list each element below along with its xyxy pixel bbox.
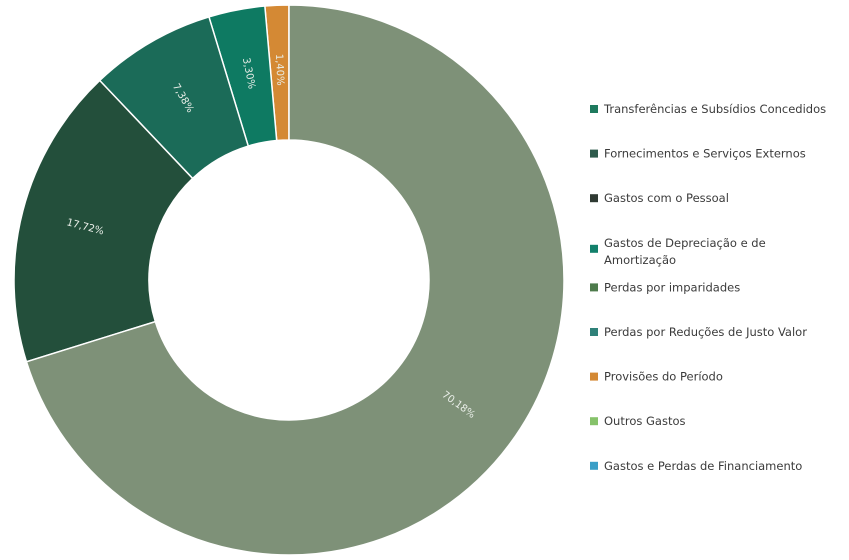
legend-label: Gastos com o Pessoal	[604, 191, 729, 205]
slice-gastos-com-o-pessoal	[25, 4, 565, 556]
legend-item-outros-gastos: Outros Gastos	[590, 414, 686, 428]
legend-swatch	[590, 244, 598, 253]
legend-label: Transferências e Subsídios Concedidos	[603, 102, 826, 116]
legend-item-transferencias-e-subsidios-concedidos: Transferências e Subsídios Concedidos	[590, 102, 826, 116]
slice-value-label: 1,40%	[273, 54, 285, 86]
legend-item-perdas-por-imparidades: Perdas por imparidades	[590, 280, 740, 294]
legend-label: Perdas por Reduções de Justo Valor	[604, 325, 807, 339]
legend-swatch	[590, 372, 598, 381]
legend-item-gastos-com-o-pessoal: Gastos com o Pessoal	[590, 191, 729, 205]
legend-swatch	[590, 105, 598, 113]
legend-item-fornecimentos-e-servicos-externos: Fornecimentos e Serviços Externos	[590, 147, 806, 161]
legend-item-perdas-por-reducoes-de-justo-valor: Perdas por Reduções de Justo Valor	[590, 325, 807, 339]
legend-swatch	[590, 194, 598, 203]
legend-label: Outros Gastos	[604, 414, 686, 428]
legend-label: Provisões do Período	[604, 370, 723, 384]
legend-label: Perdas por imparidades	[604, 280, 740, 294]
legend: Transferências e Subsídios Concedidos For…	[590, 102, 826, 473]
legend-swatch	[590, 417, 598, 426]
legend-label: Fornecimentos e Serviços Externos	[604, 147, 806, 161]
slice-perdas-por-imparidades	[13, 79, 194, 363]
legend-swatch	[590, 149, 598, 158]
legend-item-provisoes-do-periodo: Provisões do Período	[590, 370, 723, 384]
legend-swatch	[590, 283, 598, 292]
legend-item-gastos-e-perdas-de-financiamento: Gastos e Perdas de Financiamento	[590, 459, 802, 473]
legend-swatch	[590, 461, 598, 470]
donut-slices	[13, 4, 565, 556]
legend-label: Gastos de Depreciação e de Amortização	[604, 236, 766, 267]
legend-label: Gastos e Perdas de Financiamento	[604, 459, 802, 473]
legend-swatch	[590, 328, 598, 336]
legend-item-gastos-de-depreciacao-e-de-amortizacao: Gastos de Depreciação e de Amortização	[590, 236, 766, 267]
